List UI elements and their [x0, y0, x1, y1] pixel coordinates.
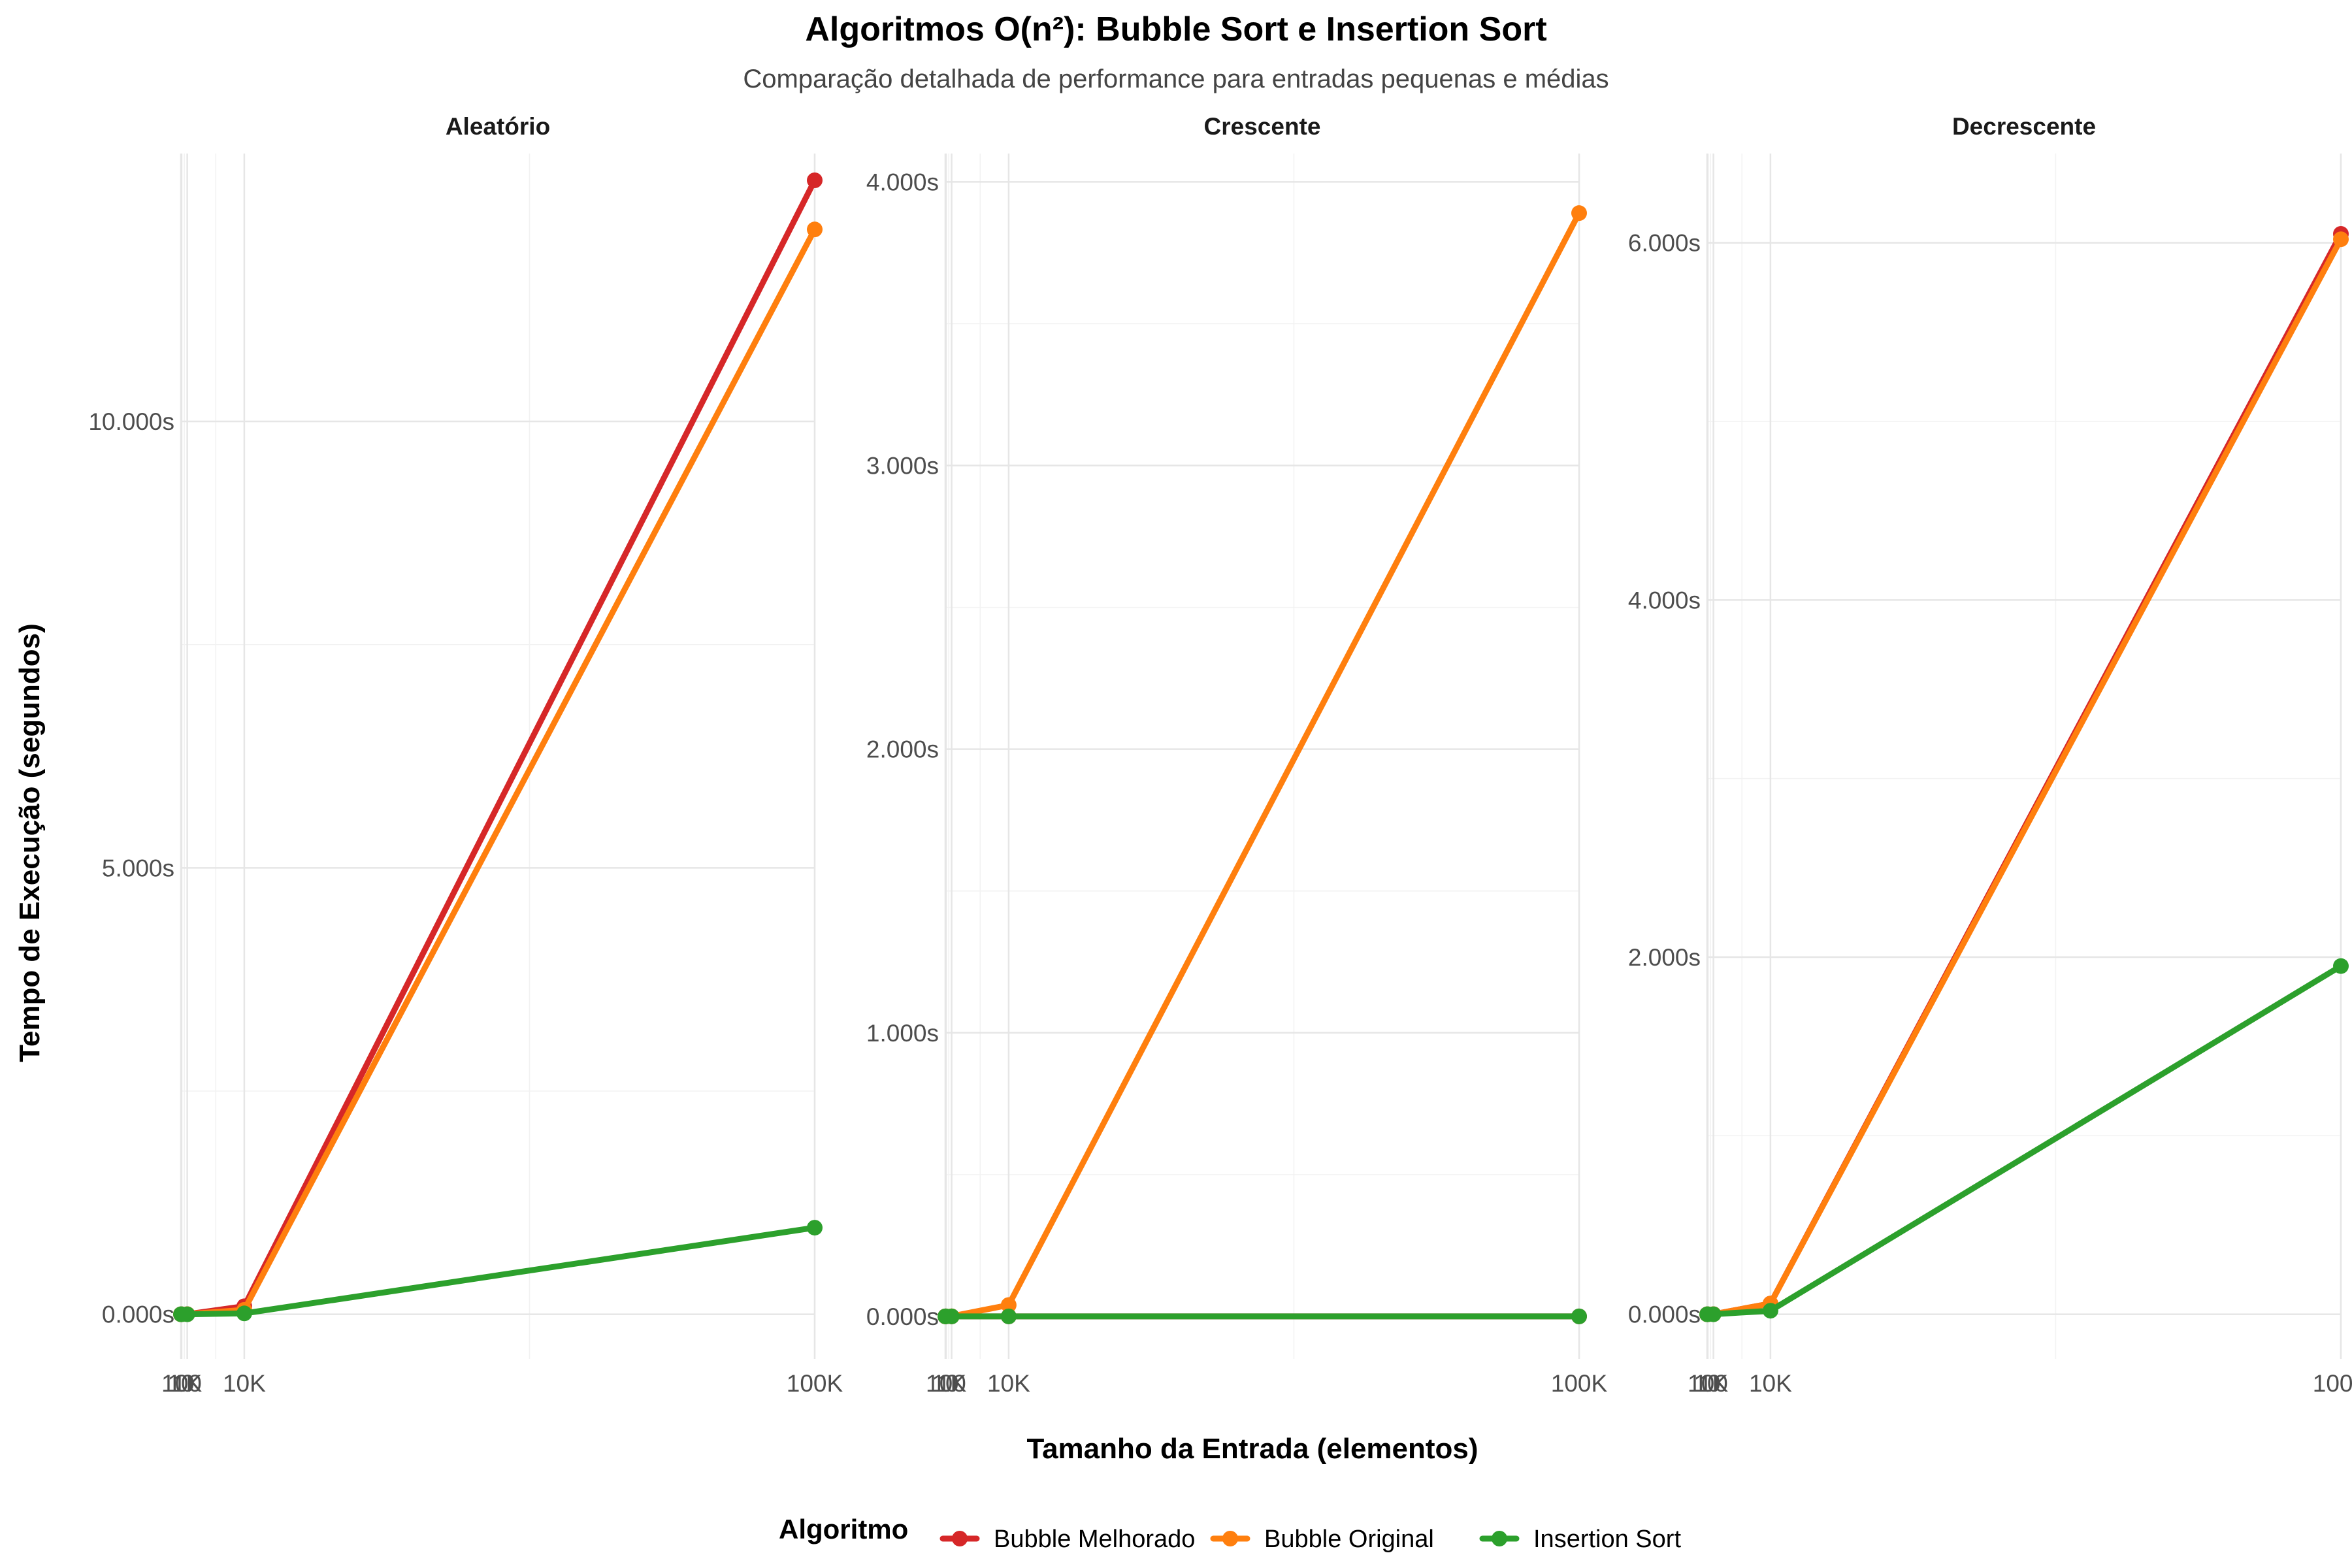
x-tick-label: 100K	[2313, 1370, 2352, 1397]
y-tick-label: 4.000s	[866, 169, 939, 195]
legend-item-insertion-sort: Insertion Sort	[1479, 1526, 1681, 1553]
panel-strip-label: Crescente	[1204, 113, 1321, 140]
data-point-insertion-sort	[943, 1308, 960, 1324]
x-tick-label: 10K	[1749, 1370, 1792, 1397]
x-tick-label: 1K	[1699, 1370, 1729, 1397]
x-tick-label: 10	[167, 1370, 194, 1397]
legend-item-bubble-original: Bubble Original	[1210, 1526, 1434, 1553]
x-tick-label: 100	[161, 1370, 202, 1397]
legend-label: Bubble Original	[1264, 1526, 1434, 1553]
x-tick-label: 100K	[787, 1370, 843, 1397]
series-line-bubble-original	[178, 226, 818, 1318]
legend-label: Insertion Sort	[1533, 1526, 1681, 1553]
legend-key-point	[1492, 1531, 1507, 1546]
y-tick-label: 2.000s	[866, 736, 939, 763]
y-axis-title: Tempo de Execução (segundos)	[14, 623, 46, 1062]
data-point-bubble-melhorado	[807, 172, 823, 188]
chart-subtitle: Comparação detalhada de performance para…	[743, 65, 1609, 93]
x-tick-label: 1K	[937, 1370, 967, 1397]
data-point-insertion-sort	[1571, 1308, 1587, 1324]
chart-title: Algoritmos O(n²): Bubble Sort e Insertio…	[805, 10, 1546, 48]
y-tick-label: 6.000s	[1628, 230, 1701, 257]
legend-key-point	[952, 1531, 968, 1546]
y-tick-label: 1.000s	[866, 1020, 939, 1047]
x-tick-label: 100	[926, 1370, 966, 1397]
legend-title: Algoritmo	[779, 1514, 908, 1544]
y-tick-label: 0.000s	[102, 1301, 174, 1328]
series-line-bubble-original	[1704, 236, 2344, 1318]
x-tick-label: 1K	[172, 1370, 203, 1397]
series-line-insertion-sort	[1704, 963, 2344, 1318]
data-point-insertion-sort	[1762, 1303, 1778, 1319]
panel-strip-label: Decrescente	[1952, 113, 2096, 140]
y-tick-label: 10.000s	[88, 408, 174, 435]
y-tick-label: 2.000s	[1628, 944, 1701, 971]
panel-crescente: Crescente 0.000s 1.000s 2.000s 3.000s 4.000s 1…	[866, 113, 1608, 1397]
data-point-bubble-original	[1571, 205, 1587, 221]
x-tick-label: 10K	[987, 1370, 1030, 1397]
data-point-insertion-sort	[236, 1305, 252, 1322]
legend: Algoritmo Bubble Melhorado Bubble Origina…	[779, 1514, 1681, 1553]
x-tick-label: 10K	[223, 1370, 266, 1397]
data-point-insertion-sort	[1705, 1306, 1722, 1322]
x-axis-title: Tamanho da Entrada (elementos)	[1026, 1433, 1478, 1465]
y-tick-label: 5.000s	[102, 855, 174, 881]
panel-decrescente: Decrescente0.000s2.000s4.000s6.000s10100…	[1628, 113, 2352, 1397]
data-point-insertion-sort	[179, 1306, 195, 1322]
x-tick-label: 10	[1693, 1370, 1720, 1397]
series-line-bubble-melhorado	[178, 177, 818, 1318]
x-tick-label: 10	[932, 1370, 958, 1397]
data-point-bubble-original	[1000, 1297, 1017, 1313]
legend-key-point	[1222, 1531, 1238, 1546]
data-point-insertion-sort	[2333, 958, 2349, 974]
legend-label: Bubble Melhorado	[994, 1526, 1195, 1553]
data-point-insertion-sort	[1000, 1308, 1017, 1324]
y-tick-label: 4.000s	[1628, 587, 1701, 613]
panel-strip-label: Aleatório	[446, 113, 550, 140]
y-tick-label: 0.000s	[1628, 1301, 1701, 1328]
data-point-bubble-original	[807, 221, 823, 238]
x-tick-label: 100	[1688, 1370, 1728, 1397]
y-tick-label: 0.000s	[866, 1303, 939, 1330]
data-point-insertion-sort	[807, 1220, 823, 1236]
series-line-bubble-original	[942, 210, 1582, 1320]
series-line-bubble-melhorado	[1704, 231, 2344, 1318]
data-point-bubble-original	[2333, 231, 2349, 248]
y-tick-label: 3.000s	[866, 453, 939, 480]
x-tick-label: 100K	[1551, 1370, 1608, 1397]
legend-item-bubble-melhorado: Bubble Melhorado	[939, 1526, 1195, 1553]
